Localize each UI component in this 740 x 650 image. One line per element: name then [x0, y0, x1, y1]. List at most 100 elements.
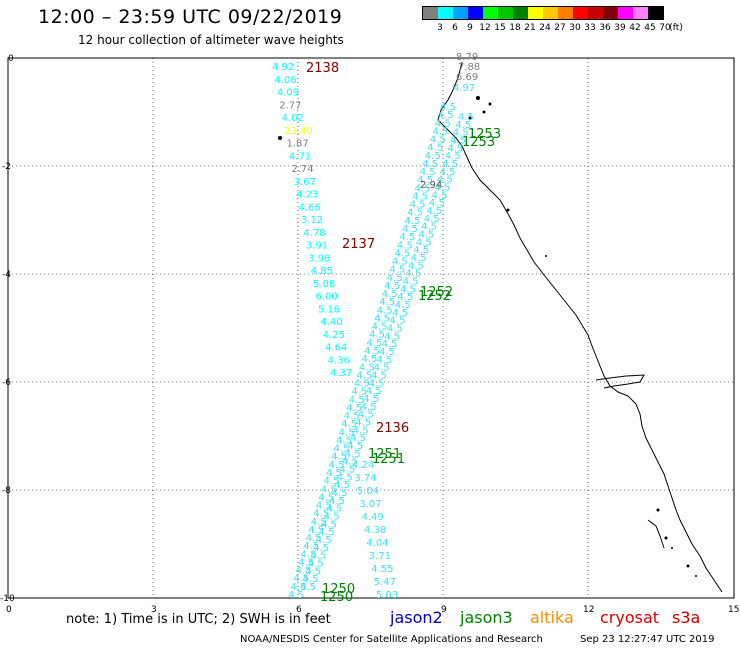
- coastline: [437, 61, 723, 593]
- dense-track-label: 4.5: [450, 136, 466, 147]
- west-track-label: 4.37: [330, 368, 352, 379]
- dense-track-label: 4.5: [367, 338, 383, 349]
- dense-track-label: 4.5: [300, 582, 316, 593]
- dense-track-label: 4.5: [303, 541, 319, 552]
- west-track-label: 4.25: [323, 330, 345, 341]
- page-subtitle: 12 hour collection of altimeter wave hei…: [78, 33, 344, 47]
- dense-track-label: 4.5: [437, 175, 453, 186]
- mission-jason3: jason3: [460, 608, 513, 627]
- legend-swatch: [603, 7, 618, 19]
- dense-track-label: 4.5: [326, 468, 342, 479]
- dense-track-label: 4.5: [411, 253, 427, 264]
- dense-track-label: 4.5: [318, 527, 334, 538]
- legend-swatch: [513, 7, 528, 19]
- dense-track-label: 4.5: [350, 433, 366, 444]
- dense-track-label: 4.5: [311, 517, 327, 528]
- dense-track-label: 4.5: [405, 269, 421, 280]
- west-track-label: 1.87: [287, 139, 309, 150]
- dense-track-label: 4.5: [316, 535, 332, 546]
- dense-track-label: 4.5: [384, 281, 400, 292]
- legend-unit: (ft): [669, 23, 683, 33]
- pass-time-1251-b: 1251: [372, 452, 405, 467]
- west-track-label: 4.71: [289, 151, 311, 162]
- dense-track-label: 4.5: [394, 248, 410, 259]
- legend-swatch: [453, 7, 468, 19]
- legend-swatch: [468, 7, 483, 19]
- east-track-label: 3.07: [359, 499, 381, 510]
- axis-tick-labels: 0 -2 -4 -6 -8 -10 0 3 6 9 12 15: [0, 54, 739, 615]
- dense-track-label: 4.5: [389, 265, 405, 276]
- legend-label: 27: [554, 23, 566, 33]
- dense-track-label: 4.5: [422, 159, 438, 170]
- dense-track-label: 4.5: [355, 418, 371, 429]
- pass-time-1250: 1250: [322, 582, 355, 597]
- mission-jason2: jason2: [390, 608, 443, 627]
- dense-track-label: 4.5: [399, 232, 415, 243]
- x-tick-1: 3: [151, 605, 157, 615]
- mission-s3a: s3a: [672, 608, 701, 627]
- east-track-label: 4.38: [364, 525, 386, 536]
- dense-track-label: 4.5: [331, 452, 347, 463]
- west-track-label: 4.85: [311, 266, 333, 277]
- dense-track-label: 4.5: [366, 386, 382, 397]
- dense-track-label: 4.5: [374, 313, 390, 324]
- footer-credit: NOAA/NESDIS Center for Satellite Applica…: [240, 634, 543, 645]
- dense-track-label: 4.5: [361, 354, 377, 365]
- dense-track-label: 4.5: [313, 543, 329, 554]
- legend-swatch: [633, 7, 648, 19]
- west-track-label: 3.12: [301, 215, 323, 226]
- dense-track-label: 4.5: [408, 261, 424, 272]
- legend-labels: 3 6 9 12 15 18 21 24 27 30 33 36 39 42 45 70 (ft): [422, 23, 683, 37]
- dense-track-label: 4.5: [347, 441, 363, 452]
- dense-track-label: 4.5: [437, 110, 453, 121]
- dense-track-label: 4.5: [432, 126, 448, 137]
- plot-frame: [7, 57, 735, 599]
- legend-label: 6: [452, 23, 458, 33]
- dense-track-label: 4.5: [298, 557, 314, 568]
- dense-track-label: 4.5: [377, 305, 393, 316]
- east-track-label: 4.55: [371, 564, 393, 575]
- dense-track-label: 4.5: [379, 297, 395, 308]
- dense-track-label: 4.5: [363, 394, 379, 405]
- dense-track-label: 4.5: [296, 566, 312, 577]
- dense-track-label: 4.5: [334, 444, 350, 455]
- dense-track-label: 4.5: [392, 308, 408, 319]
- mission-cryosat: cryosat: [600, 608, 660, 627]
- y-tick-4: -8: [2, 486, 11, 496]
- pass-time-1251: 1251: [368, 447, 401, 462]
- dense-track-label: 4.5: [402, 224, 418, 235]
- dense-track-label: 4.5: [324, 512, 340, 523]
- dense-track-label: 4.5: [323, 476, 339, 487]
- dense-track-label: 4.5: [368, 378, 384, 389]
- dense-track-label: 4.5: [311, 551, 327, 562]
- dense-track-label: 4.5: [342, 457, 358, 468]
- legend-swatch: [588, 7, 603, 19]
- legend-label: 21: [524, 23, 536, 33]
- dense-track-labels: 4.54.54.54.54.54.54.54.54.54.54.54.54.54…: [288, 52, 480, 601]
- dense-track-label: 4.5: [403, 277, 419, 288]
- west-track-label: 3.98: [308, 253, 330, 264]
- dense-track-label: 4.5: [336, 435, 352, 446]
- legend-label: 45: [644, 23, 656, 33]
- legend-label: 24: [539, 23, 551, 33]
- dense-track-label: 4.5: [447, 143, 463, 154]
- west-track-label: 23.40: [284, 126, 313, 137]
- dense-track-label: 4.5: [332, 488, 348, 499]
- west-track-label: 5.16: [318, 304, 340, 315]
- grid-lines: [8, 58, 734, 598]
- dense-track-label: 4.5: [364, 346, 380, 357]
- pass-time-1253: 1253: [468, 127, 501, 142]
- dense-track-label: 4.5: [329, 496, 345, 507]
- west-track-label: 4.64: [325, 343, 347, 354]
- x-tick-2: 6: [296, 605, 302, 615]
- legend-swatch: [423, 7, 438, 19]
- legend-swatch: [483, 7, 498, 19]
- west-track-label: 3.67: [294, 177, 316, 188]
- dense-track-label: 4.5: [361, 402, 377, 413]
- west-track-label: 4.23: [296, 190, 318, 201]
- y-tick-3: -6: [2, 378, 11, 388]
- dense-track-label: 4.5: [387, 324, 403, 335]
- dense-track-label: 4.5: [429, 198, 445, 209]
- dense-track-label: 4.5: [453, 128, 469, 139]
- dense-track-label: 4.5: [405, 216, 421, 227]
